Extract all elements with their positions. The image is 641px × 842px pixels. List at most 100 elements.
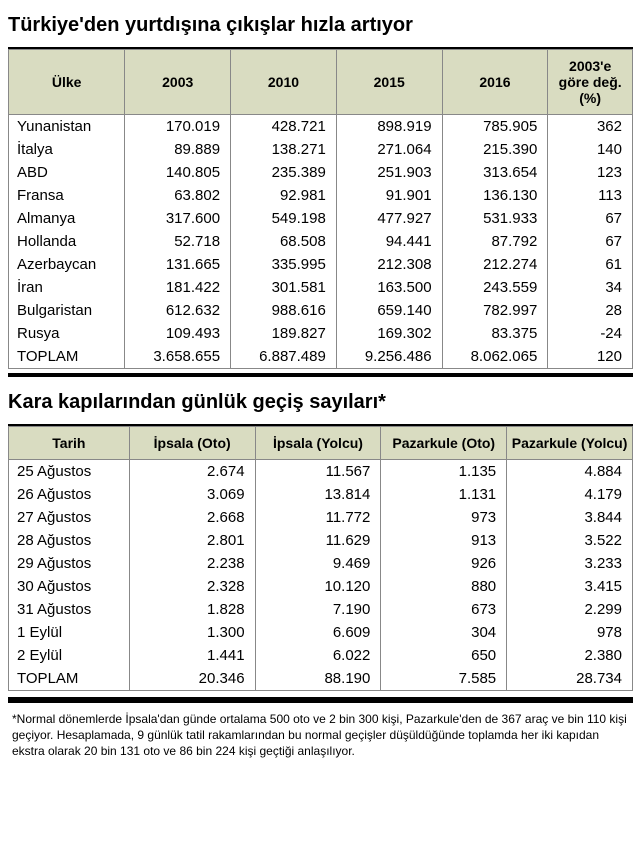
row-value: 362: [548, 115, 633, 139]
table-row: 30 Ağustos2.32810.1208803.415: [9, 575, 633, 598]
row-label: 31 Ağustos: [9, 598, 130, 621]
row-value: 251.903: [336, 161, 442, 184]
row-value: 1.131: [381, 483, 507, 506]
row-value: 9.256.486: [336, 345, 442, 369]
row-value: 4.179: [507, 483, 633, 506]
table-row: 27 Ağustos2.66811.7729733.844: [9, 506, 633, 529]
row-value: 549.198: [231, 207, 337, 230]
row-label: 28 Ağustos: [9, 529, 130, 552]
row-value: 6.609: [255, 621, 381, 644]
row-value: 67: [548, 230, 633, 253]
th-country: Ülke: [9, 50, 125, 115]
row-value: 61: [548, 253, 633, 276]
row-value: 136.130: [442, 184, 548, 207]
th-2015: 2015: [336, 50, 442, 115]
row-value: 140: [548, 138, 633, 161]
row-value: 138.271: [231, 138, 337, 161]
row-value: 8.062.065: [442, 345, 548, 369]
row-value: 63.802: [125, 184, 231, 207]
row-value: 89.889: [125, 138, 231, 161]
row-value: 243.559: [442, 276, 548, 299]
row-value: 189.827: [231, 322, 337, 345]
row-value: 7.190: [255, 598, 381, 621]
row-value: 215.390: [442, 138, 548, 161]
row-value: 650: [381, 644, 507, 667]
row-label: Almanya: [9, 207, 125, 230]
row-value: 11.772: [255, 506, 381, 529]
table-departures: Ülke 2003 2010 2015 2016 2003'e göre değ…: [8, 49, 633, 369]
table-row: Azerbaycan131.665335.995212.308212.27461: [9, 253, 633, 276]
th-pazarkule-oto: Pazarkule (Oto): [381, 427, 507, 460]
table2-head: Tarih İpsala (Oto) İpsala (Yolcu) Pazark…: [9, 427, 633, 460]
row-value: 3.069: [129, 483, 255, 506]
table-row: 29 Ağustos2.2389.4699263.233: [9, 552, 633, 575]
table-row: Rusya109.493189.827169.30283.375-24: [9, 322, 633, 345]
row-value: 52.718: [125, 230, 231, 253]
row-value: 3.415: [507, 575, 633, 598]
row-value: 335.995: [231, 253, 337, 276]
row-value: 301.581: [231, 276, 337, 299]
footnote-text: *Normal dönemlerde İpsala'dan günde orta…: [8, 709, 633, 762]
table-row: İran181.422301.581163.500243.55934: [9, 276, 633, 299]
row-value: 13.814: [255, 483, 381, 506]
row-value: 988.616: [231, 299, 337, 322]
page-container: Türkiye'den yurtdışına çıkışlar hızla ar…: [0, 0, 641, 778]
table-row: 2 Eylül1.4416.0226502.380: [9, 644, 633, 667]
row-label: Hollanda: [9, 230, 125, 253]
row-value: 6.887.489: [231, 345, 337, 369]
row-value: 87.792: [442, 230, 548, 253]
table1-head: Ülke 2003 2010 2015 2016 2003'e göre değ…: [9, 50, 633, 115]
table-crossings: Tarih İpsala (Oto) İpsala (Yolcu) Pazark…: [8, 426, 633, 691]
row-value: 785.905: [442, 115, 548, 139]
row-value: 28: [548, 299, 633, 322]
row-value: 131.665: [125, 253, 231, 276]
row-value: 782.997: [442, 299, 548, 322]
row-value: 11.567: [255, 460, 381, 484]
row-value: 2.674: [129, 460, 255, 484]
row-value: 477.927: [336, 207, 442, 230]
row-value: 113: [548, 184, 633, 207]
table-row: Almanya317.600549.198477.927531.93367: [9, 207, 633, 230]
table1-body: Yunanistan170.019428.721898.919785.90536…: [9, 115, 633, 369]
row-value: 68.508: [231, 230, 337, 253]
table-row: 28 Ağustos2.80111.6299133.522: [9, 529, 633, 552]
row-value: 1.300: [129, 621, 255, 644]
row-value: 140.805: [125, 161, 231, 184]
row-label: 2 Eylül: [9, 644, 130, 667]
row-value: 3.658.655: [125, 345, 231, 369]
table-row: Hollanda52.71868.50894.44187.79267: [9, 230, 633, 253]
row-value: 120: [548, 345, 633, 369]
table-row: Bulgaristan612.632988.616659.140782.9972…: [9, 299, 633, 322]
row-value: 163.500: [336, 276, 442, 299]
row-label: TOPLAM: [9, 667, 130, 691]
row-value: 212.308: [336, 253, 442, 276]
row-value: 913: [381, 529, 507, 552]
row-value: 181.422: [125, 276, 231, 299]
row-label: İtalya: [9, 138, 125, 161]
row-value: 4.884: [507, 460, 633, 484]
row-value: 2.380: [507, 644, 633, 667]
row-value: 317.600: [125, 207, 231, 230]
th-change: 2003'e göre değ. (%): [548, 50, 633, 115]
row-value: 28.734: [507, 667, 633, 691]
row-value: 91.901: [336, 184, 442, 207]
row-value: 2.238: [129, 552, 255, 575]
row-value: 2.328: [129, 575, 255, 598]
row-value: 531.933: [442, 207, 548, 230]
row-label: 30 Ağustos: [9, 575, 130, 598]
row-label: ABD: [9, 161, 125, 184]
th-2010: 2010: [231, 50, 337, 115]
table-row: TOPLAM3.658.6556.887.4899.256.4868.062.0…: [9, 345, 633, 369]
row-value: 94.441: [336, 230, 442, 253]
row-value: 7.585: [381, 667, 507, 691]
row-value: 1.441: [129, 644, 255, 667]
table2-body: 25 Ağustos2.67411.5671.1354.88426 Ağusto…: [9, 460, 633, 691]
table1-title: Türkiye'den yurtdışına çıkışlar hızla ar…: [8, 8, 633, 49]
row-value: 83.375: [442, 322, 548, 345]
row-label: Azerbaycan: [9, 253, 125, 276]
row-label: 27 Ağustos: [9, 506, 130, 529]
table-row: Yunanistan170.019428.721898.919785.90536…: [9, 115, 633, 139]
table-row: 31 Ağustos1.8287.1906732.299: [9, 598, 633, 621]
row-value: 170.019: [125, 115, 231, 139]
th-date: Tarih: [9, 427, 130, 460]
